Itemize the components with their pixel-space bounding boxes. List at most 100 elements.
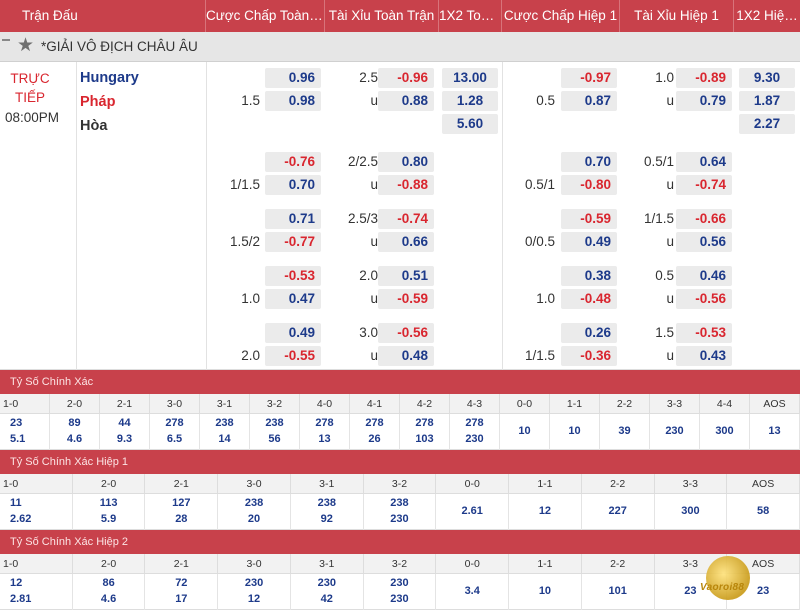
handicap-home-odd[interactable]: -0.53: [265, 266, 321, 286]
h1-handicap-home-odd[interactable]: 0.38: [561, 266, 617, 286]
score-odds-cell[interactable]: 89 4.6: [50, 414, 100, 450]
score-odds-cell[interactable]: 238 14: [200, 414, 250, 450]
score-odd-top[interactable]: 23: [10, 417, 23, 429]
score-odd[interactable]: 39: [618, 425, 631, 437]
correct-score-h1-header[interactable]: Tỷ Số Chính Xác Hiệp 1: [0, 450, 800, 474]
score-odds-cell[interactable]: 230: [650, 414, 700, 450]
score-odd-bottom[interactable]: 2.81: [10, 593, 32, 605]
score-odds-cell[interactable]: 238 56: [250, 414, 300, 450]
under-odd[interactable]: 0.88: [378, 91, 434, 111]
score-odds-cell[interactable]: 86 4.6: [73, 574, 146, 610]
h1-handicap-home-odd[interactable]: -0.59: [561, 209, 617, 229]
score-odds-cell[interactable]: 278 26: [350, 414, 400, 450]
correct-score-header[interactable]: Tỷ Số Chính Xác: [0, 370, 800, 394]
score-odd[interactable]: 227: [608, 505, 627, 517]
h1-under-odd[interactable]: 0.56: [676, 232, 732, 252]
away-team[interactable]: Pháp: [80, 94, 116, 110]
handicap-home-odd[interactable]: 0.96: [265, 68, 321, 88]
h1-under-odd[interactable]: 0.43: [676, 346, 732, 366]
score-odd-top[interactable]: 86: [102, 577, 115, 589]
1x2-odd[interactable]: 13.00: [442, 68, 498, 88]
score-odd[interactable]: 300: [681, 505, 700, 517]
score-odds-cell[interactable]: 101: [582, 574, 655, 610]
score-odds-cell[interactable]: 278 230: [450, 414, 500, 450]
score-odd[interactable]: 101: [608, 585, 627, 597]
score-odds-cell[interactable]: 12: [509, 494, 582, 530]
score-odds-cell[interactable]: 11 2.62: [0, 494, 73, 530]
score-odd-top[interactable]: 230: [390, 577, 409, 589]
star-icon[interactable]: ★: [17, 35, 35, 56]
score-odd-bottom[interactable]: 230: [390, 513, 409, 525]
score-odd-top[interactable]: 278: [315, 417, 334, 429]
score-odd-bottom[interactable]: 26: [368, 433, 381, 445]
score-odds-cell[interactable]: 238 20: [218, 494, 291, 530]
h1-over-odd[interactable]: -0.53: [676, 323, 732, 343]
col-header-1x2-h1[interactable]: 1X2 Hiệ…: [736, 8, 798, 23]
score-odd-top[interactable]: 278: [365, 417, 384, 429]
score-odd-top[interactable]: 11: [10, 497, 22, 509]
score-odds-cell[interactable]: 10: [509, 574, 582, 610]
h1-over-odd[interactable]: 0.64: [676, 152, 732, 172]
score-odd-bottom[interactable]: 14: [218, 433, 231, 445]
col-header-handicap-h1[interactable]: Cược Chấp Hiệp 1: [502, 0, 620, 32]
score-odds-cell[interactable]: 2.61: [436, 494, 510, 530]
score-odds-cell[interactable]: 12 2.81: [0, 574, 73, 610]
score-odds-cell[interactable]: 300: [700, 414, 750, 450]
handicap-home-odd[interactable]: -0.76: [265, 152, 321, 172]
score-odds-cell[interactable]: 10: [550, 414, 600, 450]
score-odds-cell[interactable]: 230 12: [218, 574, 291, 610]
under-odd[interactable]: -0.59: [378, 289, 434, 309]
score-odds-cell[interactable]: 227: [582, 494, 655, 530]
score-odds-cell[interactable]: 39: [600, 414, 650, 450]
score-odd-bottom[interactable]: 230: [465, 433, 484, 445]
home-team[interactable]: Hungary: [80, 70, 139, 86]
col-header-over-under-full[interactable]: Tài Xỉu Toàn Trận: [325, 0, 439, 32]
score-odd-bottom[interactable]: 4.6: [66, 433, 83, 445]
1x2-odd[interactable]: 1.28: [442, 91, 498, 111]
score-odds-cell[interactable]: 58: [727, 494, 800, 530]
score-odd-bottom[interactable]: 28: [175, 513, 188, 525]
score-odd[interactable]: 23: [684, 585, 697, 597]
score-odds-cell[interactable]: 278 6.5: [150, 414, 200, 450]
h1-1x2-odd[interactable]: 2.27: [739, 114, 795, 134]
score-odd-top[interactable]: 72: [175, 577, 188, 589]
score-odd-bottom[interactable]: 20: [247, 513, 261, 525]
score-odds-cell[interactable]: 44 9.3: [100, 414, 150, 450]
score-odd[interactable]: 3.4: [464, 585, 480, 597]
h1-under-odd[interactable]: 0.79: [676, 91, 732, 111]
h1-1x2-odd[interactable]: 9.30: [739, 68, 795, 88]
score-odds-cell[interactable]: 72 17: [145, 574, 219, 610]
handicap-home-odd[interactable]: 0.49: [265, 323, 321, 343]
score-odds-cell[interactable]: 10: [500, 414, 550, 450]
score-odd[interactable]: 23: [757, 585, 770, 597]
score-odd-bottom[interactable]: 42: [320, 593, 333, 605]
score-odd-bottom[interactable]: 5.1: [10, 433, 26, 445]
score-odd-top[interactable]: 278: [465, 417, 484, 429]
h1-handicap-home-odd[interactable]: 0.26: [561, 323, 617, 343]
score-odd-bottom[interactable]: 13: [318, 433, 331, 445]
score-odd-bottom[interactable]: 4.6: [100, 593, 117, 605]
score-odd-top[interactable]: 89: [68, 417, 81, 429]
score-odd-top[interactable]: 238: [244, 497, 264, 509]
h1-handicap-away-odd[interactable]: -0.48: [561, 289, 617, 309]
score-odd[interactable]: 2.61: [461, 505, 483, 517]
handicap-away-odd[interactable]: -0.55: [265, 346, 321, 366]
score-odd-bottom[interactable]: 230: [390, 593, 409, 605]
score-odds-cell[interactable]: 3.4: [436, 574, 510, 610]
score-odd-bottom[interactable]: 2.62: [10, 513, 32, 525]
handicap-away-odd[interactable]: 0.98: [265, 91, 321, 111]
score-odd-top[interactable]: 238: [317, 497, 336, 509]
score-odds-cell[interactable]: 230 42: [291, 574, 364, 610]
score-odd-bottom[interactable]: 5.9: [100, 513, 117, 525]
collapse-icon[interactable]: [2, 39, 10, 41]
score-odd-top[interactable]: 238: [215, 417, 234, 429]
h1-over-odd[interactable]: 0.46: [676, 266, 732, 286]
score-odd-top[interactable]: 113: [99, 497, 118, 509]
col-header-1x2-full[interactable]: 1X2 Toà…: [439, 0, 502, 32]
over-odd[interactable]: -0.74: [378, 209, 434, 229]
score-odd-top[interactable]: 12: [10, 577, 23, 589]
score-odds-cell[interactable]: 300: [655, 494, 728, 530]
under-odd[interactable]: 0.48: [378, 346, 434, 366]
score-odd-bottom[interactable]: 12: [247, 593, 261, 605]
score-odds-cell[interactable]: 230 230: [364, 574, 437, 610]
